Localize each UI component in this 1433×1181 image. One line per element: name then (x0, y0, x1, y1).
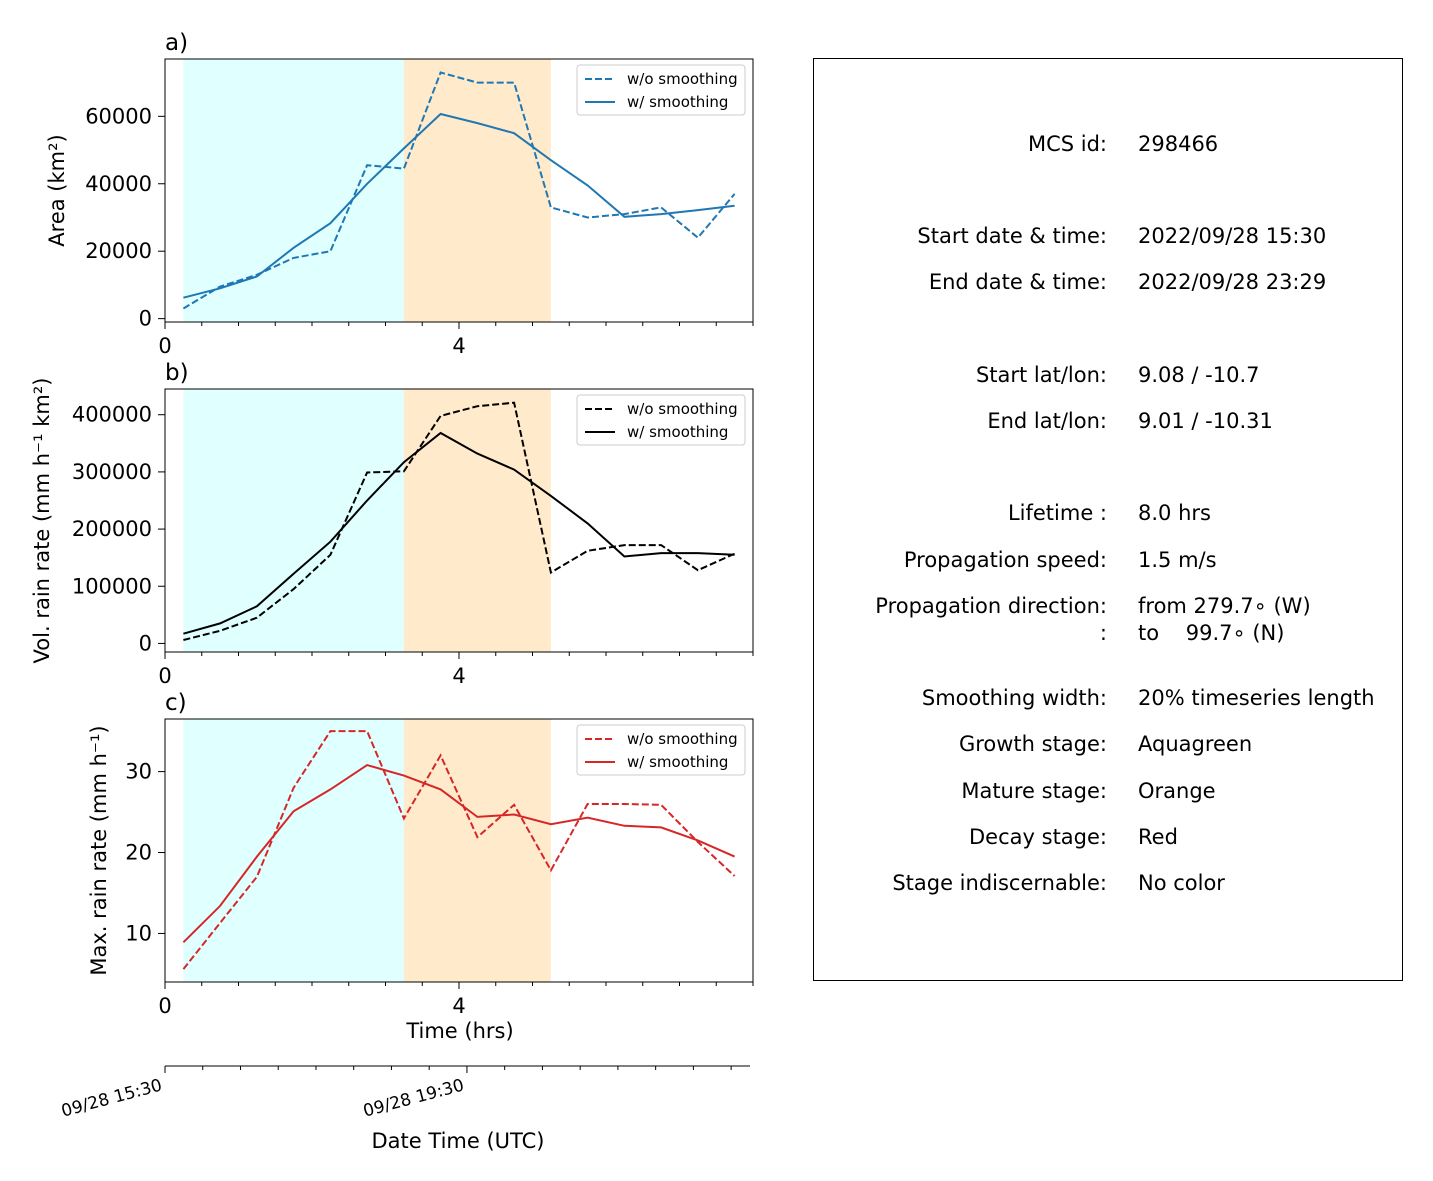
legend: w/o smoothing w/ smoothing (576, 64, 746, 116)
panel-1: 0 4 0 20000 40000 60000 a) Area (km²) w/o smooth… (45, 30, 754, 358)
panel-2: 0 4 0 100000 200000 300000 400000 b) Vol. rain r… (30, 360, 754, 688)
panel-label: c) (165, 690, 187, 716)
series-line-smoothed (183, 112, 735, 299)
info-label: Propagation direction: (875, 594, 1107, 618)
legend-label: w/ smoothing (627, 753, 728, 771)
y-tick-label: 100000 (72, 574, 152, 598)
date-tick-label: 09/28 19:30 (361, 1076, 466, 1122)
y-tick-label: 40000 (85, 172, 152, 196)
legend-label: w/o smoothing (627, 70, 738, 88)
info-value: 9.01 / -10.31 (1138, 409, 1273, 433)
panel-label: b) (165, 360, 189, 386)
date-axis-label: Date Time (UTC) (372, 1129, 545, 1153)
info-value: 9.08 / -10.7 (1138, 363, 1260, 387)
info-value: 298466 (1138, 132, 1219, 156)
info-value: 8.0 hrs (1138, 501, 1211, 525)
legend: w/o smoothing w/ smoothing (576, 394, 746, 446)
stage-band-growth (183, 389, 404, 652)
y-tick-label: 200000 (72, 517, 152, 541)
info-label: Mature stage: (961, 779, 1107, 803)
legend: w/o smoothing w/ smoothing (576, 724, 746, 776)
info-label: Smoothing width: (921, 686, 1107, 710)
info-label: Lifetime : (1007, 501, 1107, 525)
y-tick-label: 20000 (85, 239, 152, 263)
info-value: 2022/09/28 23:29 (1138, 270, 1327, 294)
info-value: from 279.7∘ (W) (1138, 594, 1311, 618)
series-line-raw (182, 730, 736, 970)
x-axis-label: Time (hrs) (405, 1019, 513, 1043)
info-label: Decay stage: (969, 825, 1107, 849)
info-value: 1.5 m/s (1138, 548, 1217, 572)
y-axis-label: Max. rain rate (mm h⁻¹) (87, 725, 111, 975)
y-tick-label: 60000 (85, 104, 152, 128)
info-value: 2022/09/28 15:30 (1138, 224, 1327, 248)
legend-label: w/ smoothing (627, 93, 728, 111)
stage-band-mature (403, 719, 551, 982)
x-tick-label: 4 (452, 334, 465, 358)
info-label: MCS id: (1027, 132, 1107, 156)
info-label: End date & time: (928, 270, 1107, 294)
series-line-raw (182, 71, 736, 310)
y-axis-label: Area (km²) (45, 134, 69, 246)
panel-3: 0 4 10 20 30 c) Max. rain rate (mm h⁻¹) Time (h… (87, 690, 754, 1043)
info-panel: MCS id: 298466 Start date & time: 2022/0… (813, 58, 1403, 981)
info-label: : (1099, 621, 1107, 645)
info-value: Orange (1138, 779, 1216, 803)
x-tick-label: 0 (158, 664, 171, 688)
legend-label: w/o smoothing (627, 730, 738, 748)
info-value: 20% timeseries length (1138, 686, 1375, 710)
info-label: Start lat/lon: (975, 363, 1107, 387)
date-axis: 09/28 15:30 09/28 19:30 Date Time (UTC) (59, 1065, 750, 1153)
stage-band-mature (403, 389, 551, 652)
y-tick-label: 10 (125, 921, 152, 945)
y-axis-label: Vol. rain rate (mm h⁻¹ km²) (30, 378, 54, 664)
y-tick-label: 300000 (72, 460, 152, 484)
legend-frame (576, 394, 746, 446)
x-tick-label: 0 (158, 334, 171, 358)
info-label: Growth stage: (958, 732, 1107, 756)
legend-frame (576, 724, 746, 776)
info-label: Start date & time: (917, 224, 1107, 248)
legend-label: w/ smoothing (627, 423, 728, 441)
info-label: End lat/lon: (987, 409, 1107, 433)
y-tick-label: 400000 (72, 403, 152, 427)
series-line-smoothed (182, 764, 736, 944)
info-value: Red (1138, 825, 1178, 849)
stage-band-mature (403, 59, 551, 322)
x-tick-label: 0 (158, 994, 171, 1018)
stage-band-growth (183, 719, 404, 982)
y-tick-label: 0 (139, 307, 152, 331)
legend-label: w/o smoothing (627, 400, 738, 418)
y-tick-label: 20 (125, 841, 152, 865)
series-line-smoothed (183, 431, 735, 635)
info-label: Propagation speed: (903, 548, 1107, 572)
info-value: No color (1138, 871, 1225, 895)
info-label: Stage indiscernable: (892, 871, 1107, 895)
info-value: Aquagreen (1138, 732, 1253, 756)
legend-frame (576, 64, 746, 116)
x-tick-label: 4 (452, 664, 465, 688)
info-value: to 99.7∘ (N) (1138, 621, 1285, 645)
panel-label: a) (165, 30, 188, 56)
stage-band-growth (183, 59, 404, 322)
x-tick-label: 4 (452, 994, 465, 1018)
y-tick-label: 0 (139, 631, 152, 655)
y-tick-label: 30 (125, 760, 152, 784)
series-line-raw (183, 401, 736, 641)
date-tick-label: 09/28 15:30 (59, 1076, 164, 1122)
